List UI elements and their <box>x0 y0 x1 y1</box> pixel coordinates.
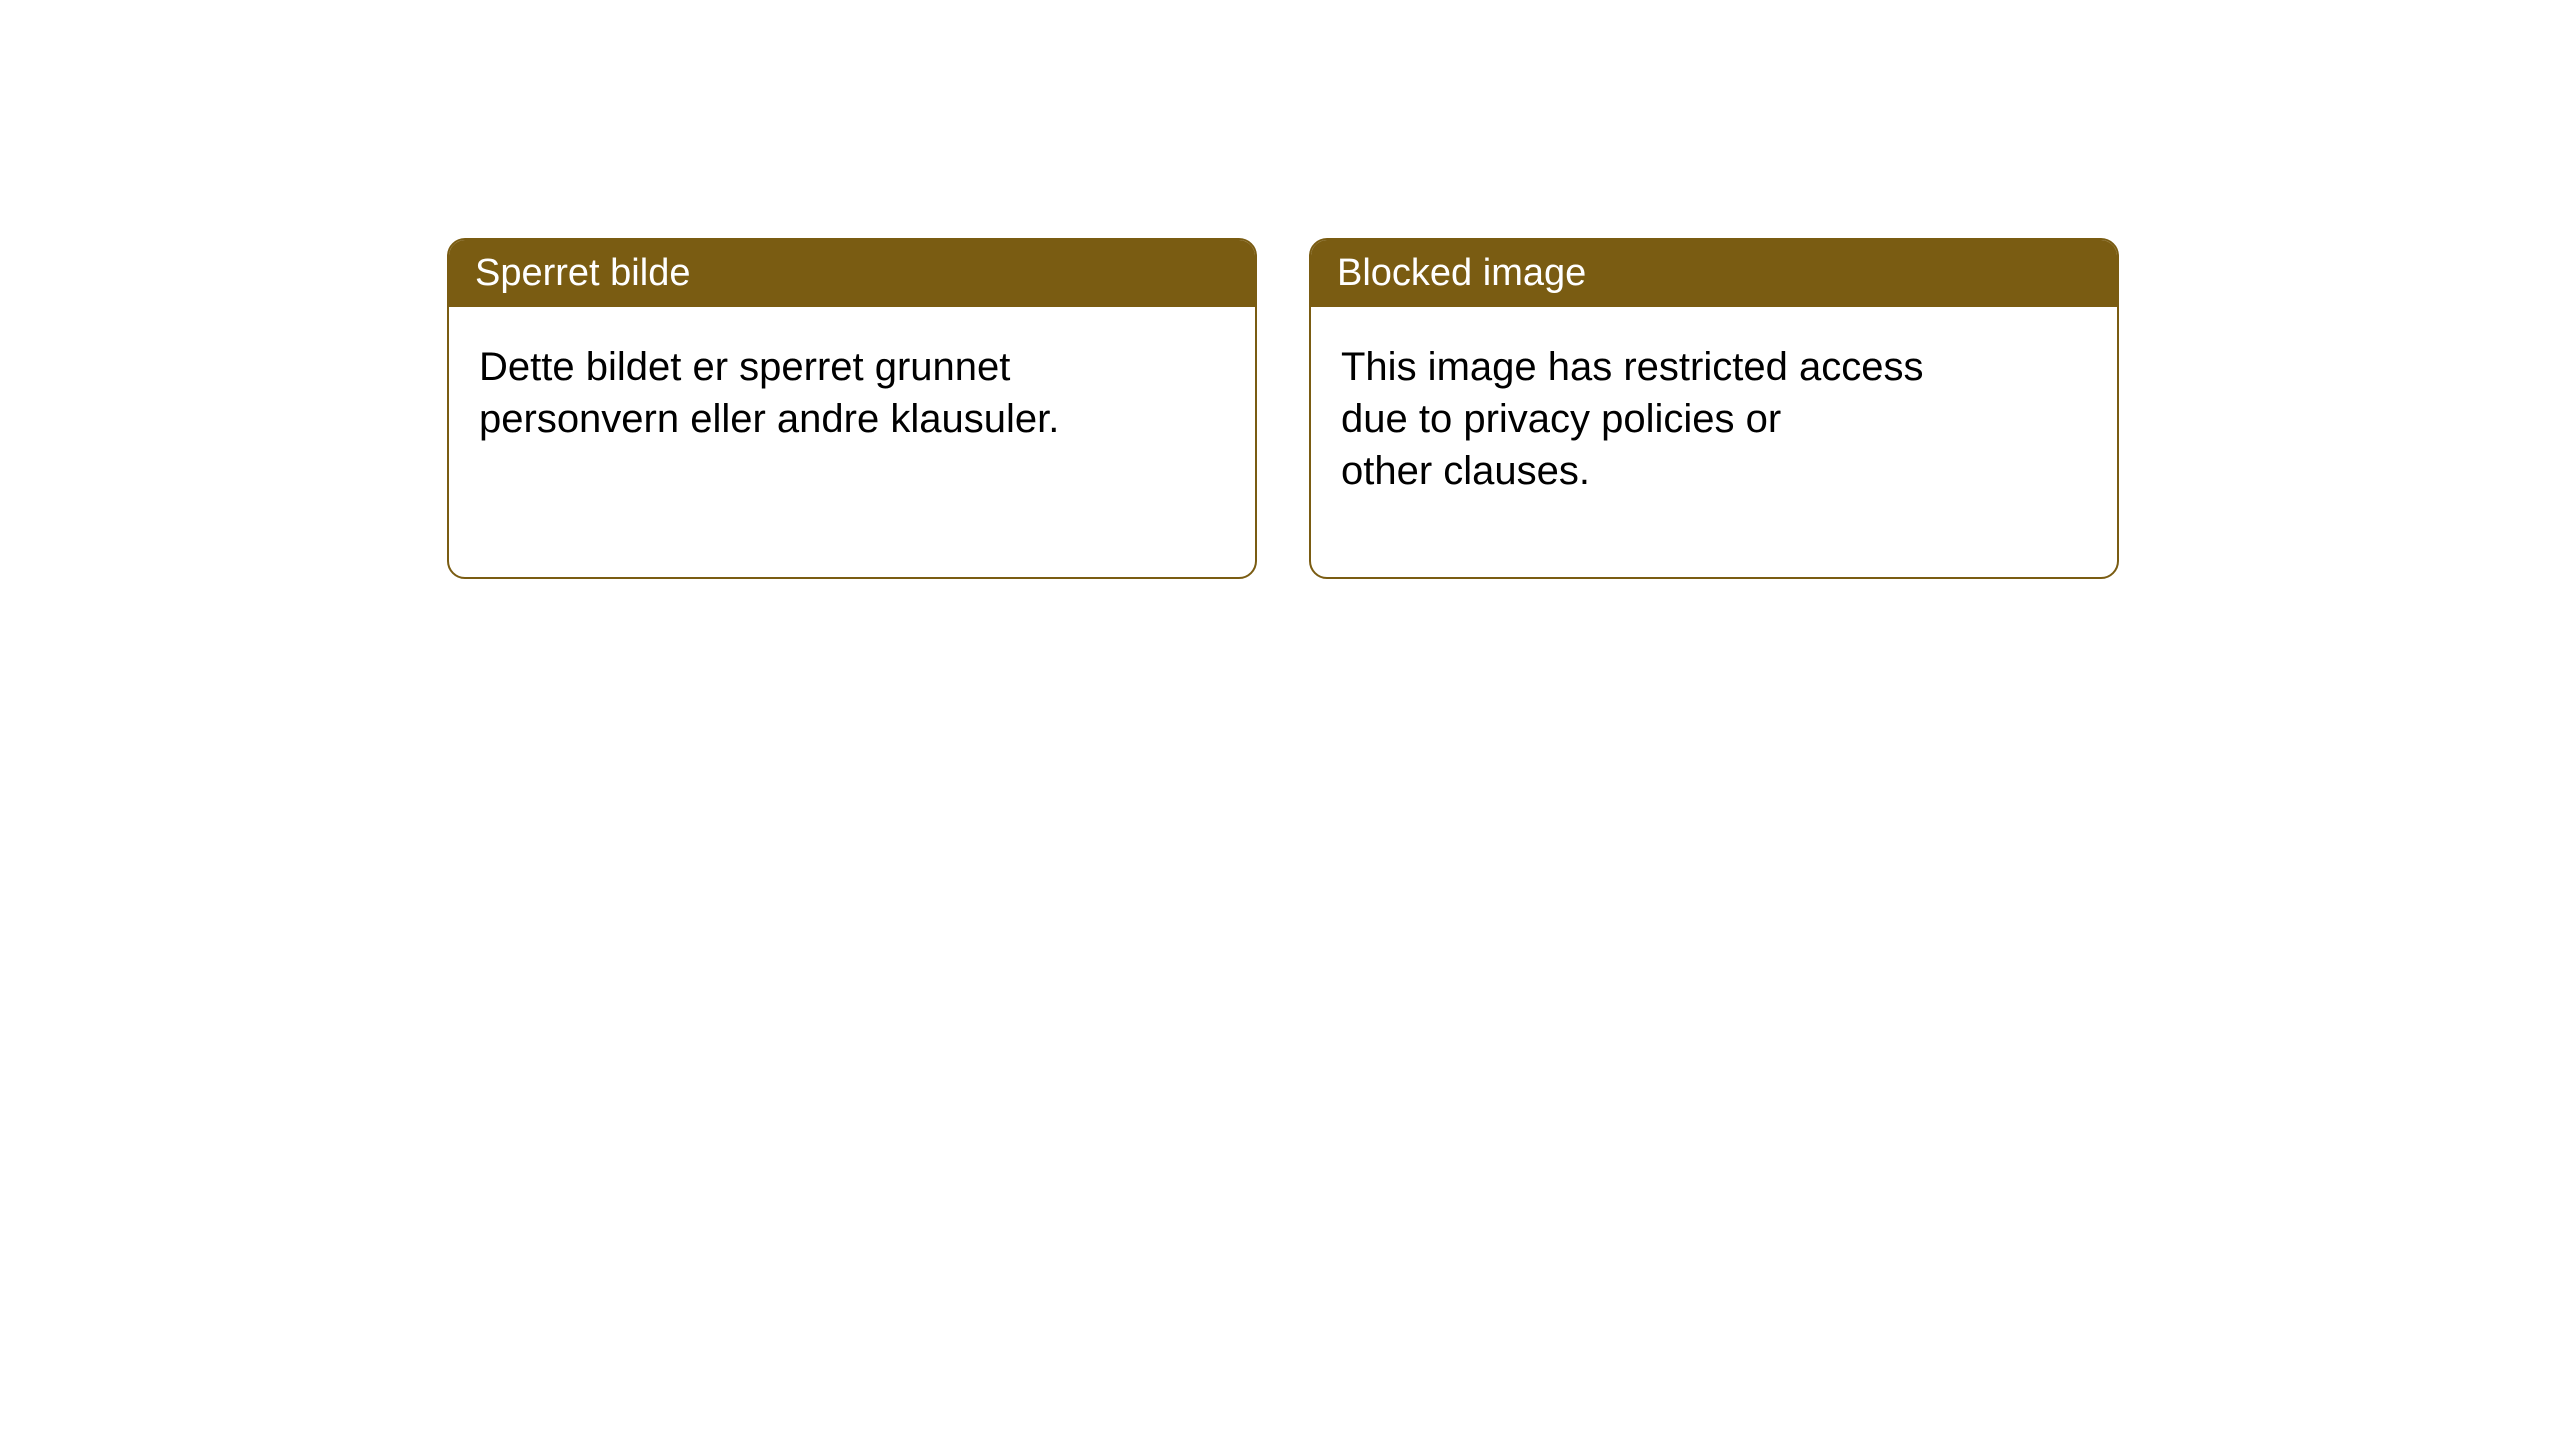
notice-body-norwegian: Dette bildet er sperret grunnet personve… <box>449 307 1255 525</box>
notice-card-english: Blocked image This image has restricted … <box>1309 238 2119 579</box>
notice-body-english: This image has restricted access due to … <box>1311 307 2117 577</box>
notice-title-english: Blocked image <box>1311 240 2117 307</box>
notice-container: Sperret bilde Dette bildet er sperret gr… <box>447 238 2119 579</box>
notice-title-norwegian: Sperret bilde <box>449 240 1255 307</box>
notice-card-norwegian: Sperret bilde Dette bildet er sperret gr… <box>447 238 1257 579</box>
